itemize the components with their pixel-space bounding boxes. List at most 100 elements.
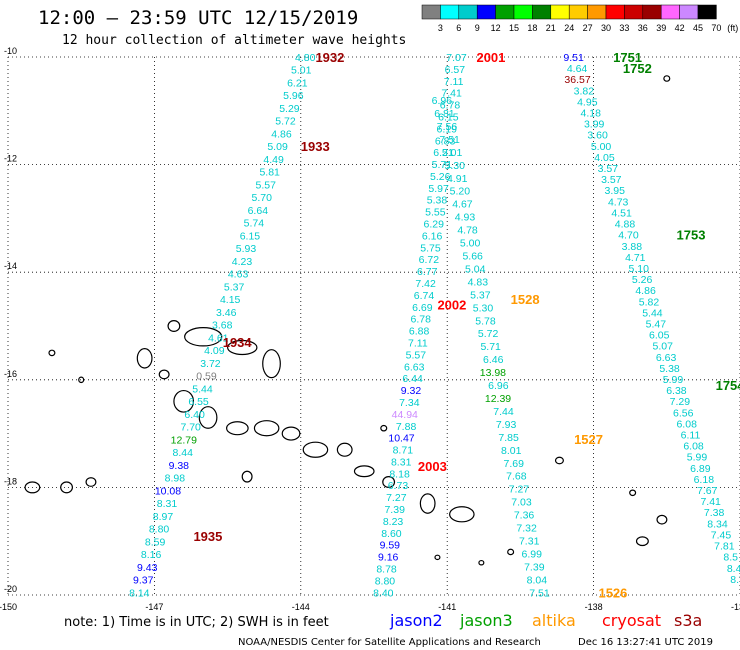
swh-value: 7.51 xyxy=(529,587,550,599)
island-outline xyxy=(629,489,637,497)
swh-value: 4.05 xyxy=(594,152,615,164)
y-tick-label: -18 xyxy=(4,476,17,486)
grid-lines xyxy=(7,56,740,596)
swh-value: 7.88 xyxy=(396,421,417,433)
y-tick-label: -14 xyxy=(4,261,17,271)
island-outline xyxy=(173,389,195,413)
island-outline xyxy=(78,376,85,384)
swh-value: 4.73 xyxy=(608,196,629,208)
island-outline xyxy=(663,75,671,82)
swh-value: 7.31 xyxy=(519,535,540,547)
swh-value: 7.45 xyxy=(711,529,732,541)
x-tick-label: -141 xyxy=(438,602,456,612)
pass-label: 1753 xyxy=(677,228,706,243)
swh-value: 4.78 xyxy=(457,225,478,237)
swh-value: 6.89 xyxy=(690,463,711,475)
y-tick-label: -12 xyxy=(4,154,17,164)
swh-value: 5.82 xyxy=(639,296,660,308)
swh-value: 6.18 xyxy=(694,474,715,486)
swh-value: 4.18 xyxy=(581,108,602,120)
swh-value: 7.39 xyxy=(524,561,545,573)
swh-value: 4.71 xyxy=(625,252,646,264)
island-outline xyxy=(380,424,388,432)
swh-value: 9.32 xyxy=(401,385,422,397)
swh-value: 6.19 xyxy=(437,123,458,135)
swh-value: 5.99 xyxy=(687,452,708,464)
island-outline xyxy=(227,339,258,356)
colorbar: 3 6 9 12 15 18 21 24 27 30 33 36 39 42 45 70 (ft) xyxy=(421,4,738,33)
swh-value: 5.00 xyxy=(460,238,481,250)
satellite-legend: jason2 jason3 altika cryosat s3a xyxy=(389,611,702,630)
swh-value: 8.18 xyxy=(389,468,410,480)
pass-label: 1526 xyxy=(598,585,627,600)
swh-value: 5.01 xyxy=(291,65,312,77)
island-outlines xyxy=(24,75,671,566)
swh-value: 3.57 xyxy=(598,163,619,175)
colorbar-swatch xyxy=(476,4,496,20)
colorbar-swatch xyxy=(697,4,717,20)
colorbar-swatch xyxy=(550,4,570,20)
swh-value: 8.78 xyxy=(376,564,397,576)
island-outline xyxy=(184,327,223,347)
pass-label: 1933 xyxy=(301,139,330,154)
swh-value: 9.37 xyxy=(133,575,154,587)
colorbar-label: 12 xyxy=(491,23,501,33)
swh-value: 5.07 xyxy=(652,341,673,353)
island-outline xyxy=(353,465,375,478)
swh-value: 6.88 xyxy=(409,326,430,338)
colorbar-swatch xyxy=(495,4,515,20)
colorbar-swatch xyxy=(568,4,588,20)
swh-value: 6.63 xyxy=(656,352,677,364)
swh-value: 6.55 xyxy=(188,396,209,408)
swh-value: 6.40 xyxy=(184,409,205,421)
swh-value: 5.37 xyxy=(470,289,491,301)
colorbar-label: 30 xyxy=(601,23,611,33)
island-outline xyxy=(198,406,218,429)
pass-label: 1932 xyxy=(315,50,344,65)
y-tick-label: -16 xyxy=(4,369,17,379)
island-outline xyxy=(656,514,668,525)
colorbar-label: 70 xyxy=(711,23,721,33)
island-outline xyxy=(382,476,396,488)
island-outline xyxy=(85,477,97,487)
swh-value: 5.38 xyxy=(659,363,680,375)
swh-value: 8.14 xyxy=(129,587,150,599)
island-outline xyxy=(507,548,515,556)
swh-value: 4.91 xyxy=(447,173,468,185)
swh-value: 5.66 xyxy=(462,250,483,262)
colorbar-label: 36 xyxy=(638,23,648,33)
island-outline xyxy=(554,456,564,465)
swh-value: 6.72 xyxy=(419,254,440,266)
swh-value: 3.46 xyxy=(216,307,237,319)
swh-value: 6.64 xyxy=(248,205,269,217)
swh-value: 8.59 xyxy=(145,536,166,548)
swh-value: 8.80 xyxy=(375,575,396,587)
swh-value: 5.71 xyxy=(480,341,501,353)
colorbar-label: 6 xyxy=(456,23,461,33)
x-tick-label: -150 xyxy=(0,602,17,612)
colorbar-label: 15 xyxy=(509,23,519,33)
x-tick-label: -138 xyxy=(585,602,603,612)
legend-cryosat: cryosat xyxy=(602,611,661,630)
swh-value: 7.70 xyxy=(180,422,201,434)
swh-value: 5.70 xyxy=(252,192,273,204)
pass-label: 1528 xyxy=(511,292,540,307)
colorbar-label: 9 xyxy=(475,23,480,33)
island-outline xyxy=(158,369,170,380)
colorbar-label: 33 xyxy=(619,23,629,33)
swh-value: 6.21 xyxy=(433,147,454,159)
swh-value: 5.44 xyxy=(192,383,213,395)
swh-value: 7.07 xyxy=(446,52,467,64)
island-outline xyxy=(434,554,441,561)
swh-value: 9.51 xyxy=(563,52,584,64)
swh-value: 8.71 xyxy=(393,445,414,457)
swh-value: 8.4 xyxy=(727,563,740,575)
swh-value: 7.34 xyxy=(399,397,420,409)
swh-value: 7.38 xyxy=(704,507,725,519)
swh-value: 0.59 xyxy=(196,371,217,383)
colorbar-swatch xyxy=(624,4,644,20)
colorbar-label: 18 xyxy=(527,23,537,33)
footer-credit: NOAA/NESDIS Center for Satellite Applica… xyxy=(238,637,541,648)
